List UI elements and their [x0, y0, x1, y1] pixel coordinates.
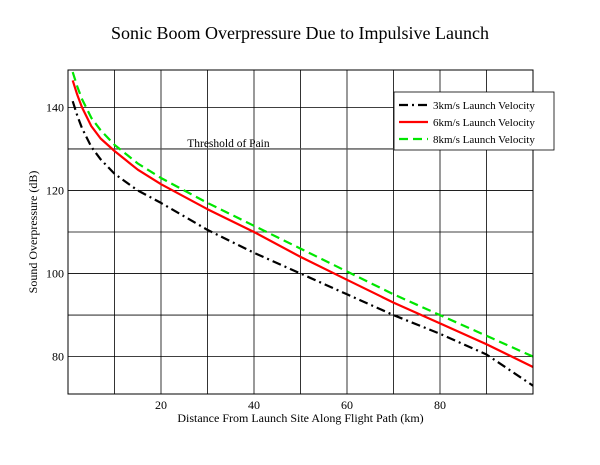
x-tick-label: 40 [248, 398, 260, 412]
y-tick-label: 80 [52, 350, 64, 364]
x-tick-label: 60 [341, 398, 353, 412]
series-line-3 [71, 71, 534, 358]
x-axis-label: Distance From Launch Site Along Flight P… [177, 411, 423, 425]
series-lines [71, 71, 534, 387]
legend-label-1: 3km/s Launch Velocity [433, 100, 535, 112]
grid-lines [68, 70, 533, 394]
legend-label-2: 6km/s Launch Velocity [433, 117, 535, 129]
y-tick-label: 100 [46, 267, 64, 281]
plot-frame [67, 69, 534, 395]
threshold-label: Threshold of Pain [187, 138, 270, 150]
y-axis-label: Sound Overpressure (dB) [26, 171, 40, 294]
legend-label-3: 8km/s Launch Velocity [433, 134, 535, 146]
chart-title: Sonic Boom Overpressure Due to Impulsive… [111, 23, 489, 43]
tick-labels: 20 40 60 80 80 100 120 140 [46, 100, 446, 412]
y-tick-label: 120 [46, 183, 64, 197]
legend: 3km/s Launch Velocity 6km/s Launch Veloci… [393, 91, 555, 151]
x-tick-label: 80 [434, 398, 446, 412]
series-line-2 [71, 80, 534, 368]
y-tick-label: 140 [46, 100, 64, 114]
series-line-1 [71, 100, 534, 387]
x-tick-label: 20 [155, 398, 167, 412]
